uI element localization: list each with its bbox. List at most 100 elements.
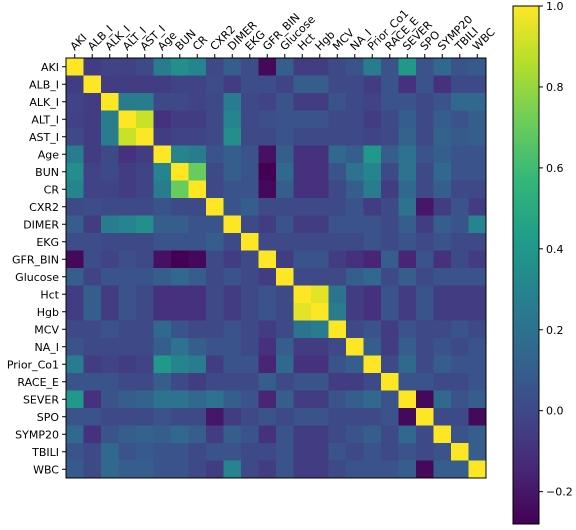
heatmap-cell-BUN-CR xyxy=(188,163,207,181)
heatmap-cell-CR-SYMP20 xyxy=(433,180,452,199)
heatmap-cell-MCV-AKI xyxy=(66,320,84,339)
heatmap-cell-TBILI-AKI xyxy=(66,443,84,461)
heatmap-cell-Hct-Age xyxy=(153,285,172,304)
heatmap-cell-NA_I-RACE_E xyxy=(381,338,399,356)
heatmap-cell-BUN-DIMER xyxy=(223,163,242,181)
heatmap-cell-AST_I-AKI xyxy=(66,128,84,146)
heatmap-cell-Glucose-AST_I xyxy=(136,268,154,286)
heatmap-cell-ALT_I-Glucose xyxy=(276,110,294,129)
heatmap-cell-CXR2-AKI xyxy=(66,198,84,216)
heatmap-cell-SYMP20-Hct xyxy=(293,425,312,444)
heatmap-cell-Glucose-Hgb xyxy=(311,268,329,286)
heatmap-cell-ALK_I-RACE_E xyxy=(381,93,399,111)
heatmap-cell-TBILI-CXR2 xyxy=(206,443,224,461)
heatmap-cell-MCV-BUN xyxy=(171,320,189,339)
heatmap-cell-AKI-RACE_E xyxy=(381,58,399,76)
heatmap-cell-Glucose-WBC xyxy=(468,268,487,286)
heatmap-cell-MCV-Hgb xyxy=(311,320,329,339)
heatmap-cell-EKG-RACE_E xyxy=(381,233,399,251)
heatmap-cell-SYMP20-AST_I xyxy=(136,425,154,444)
heatmap-cell-GFR_BIN-Prior_Co1 xyxy=(363,250,382,269)
heatmap-cell-AST_I-WBC xyxy=(468,128,487,146)
colorbar-tick-label: 0.6 xyxy=(546,162,564,175)
heatmap-cell-MCV-Prior_Co1 xyxy=(363,320,382,339)
heatmap-cell-Hct-SEVER xyxy=(398,285,417,304)
heatmap-cell-ALK_I-TBILI xyxy=(451,93,469,111)
heatmap-cell-Prior_Co1-CR xyxy=(188,355,207,374)
heatmap-cell-SYMP20-Prior_Co1 xyxy=(363,425,382,444)
heatmap-cell-Hct-SYMP20 xyxy=(433,285,452,304)
heatmap-cell-ALT_I-AST_I xyxy=(136,110,154,129)
heatmap-cell-WBC-CR xyxy=(188,460,207,479)
heatmap-cell-SPO-BUN xyxy=(171,408,189,426)
y-tick-label: TBILI xyxy=(31,446,59,459)
heatmap-cell-Glucose-Age xyxy=(153,268,172,286)
heatmap-cell-RACE_E-AST_I xyxy=(136,373,154,391)
heatmap-cell-Glucose-DIMER xyxy=(223,268,242,286)
heatmap-cell-EKG-WBC xyxy=(468,233,487,251)
heatmap-cell-Glucose-BUN xyxy=(171,268,189,286)
heatmap-cell-TBILI-DIMER xyxy=(223,443,242,461)
heatmap-cell-ALT_I-ALT_I xyxy=(118,110,137,129)
heatmap-cell-DIMER-TBILI xyxy=(451,215,469,234)
heatmap-cell-Glucose-SEVER xyxy=(398,268,417,286)
heatmap-cell-RACE_E-Age xyxy=(153,373,172,391)
heatmap-cell-AKI-GFR_BIN xyxy=(258,58,277,76)
heatmap-cell-ALT_I-SYMP20 xyxy=(433,110,452,129)
heatmap-cell-SPO-AST_I xyxy=(136,408,154,426)
heatmap-cell-SPO-GFR_BIN xyxy=(258,408,277,426)
heatmap-cell-ALT_I-SPO xyxy=(416,110,434,129)
heatmap-cell-ALB_I-Age xyxy=(153,75,172,94)
heatmap-cell-NA_I-SPO xyxy=(416,338,434,356)
heatmap-cell-Hct-GFR_BIN xyxy=(258,285,277,304)
heatmap-cell-Age-Hgb xyxy=(311,145,329,164)
heatmap-cell-BUN-NA_I xyxy=(346,163,364,181)
heatmap-cell-Hct-DIMER xyxy=(223,285,242,304)
heatmap-cell-MCV-CXR2 xyxy=(206,320,224,339)
heatmap-cell-AKI-Age xyxy=(153,58,172,76)
heatmap-cell-ALB_I-GFR_BIN xyxy=(258,75,277,94)
heatmap-cell-SPO-SEVER xyxy=(398,408,417,426)
heatmap-cell-TBILI-NA_I xyxy=(346,443,364,461)
heatmap-cell-CXR2-BUN xyxy=(171,198,189,216)
heatmap-cell-EKG-ALT_I xyxy=(118,233,137,251)
heatmap-cell-AKI-DIMER xyxy=(223,58,242,76)
heatmap-cell-AST_I-Glucose xyxy=(276,128,294,146)
heatmap-cell-Hct-AST_I xyxy=(136,285,154,304)
heatmap-cell-MCV-EKG xyxy=(241,320,259,339)
heatmap-cell-AST_I-ALK_I xyxy=(101,128,119,146)
heatmap-cell-TBILI-Hgb xyxy=(311,443,329,461)
heatmap-cell-CXR2-RACE_E xyxy=(381,198,399,216)
heatmap-cell-NA_I-GFR_BIN xyxy=(258,338,277,356)
heatmap-cell-SYMP20-AKI xyxy=(66,425,84,444)
heatmap-cell-BUN-Age xyxy=(153,163,172,181)
heatmap-cell-AST_I-SPO xyxy=(416,128,434,146)
heatmap-cell-GFR_BIN-ALT_I xyxy=(118,250,137,269)
heatmap-cell-TBILI-MCV xyxy=(328,443,347,461)
heatmap-cell-ALT_I-DIMER xyxy=(223,110,242,129)
heatmap-cell-SEVER-RACE_E xyxy=(381,390,399,409)
heatmap-cell-Age-EKG xyxy=(241,145,259,164)
y-tick-label: ALT_I xyxy=(31,113,59,126)
heatmap-cell-GFR_BIN-ALB_I xyxy=(83,250,102,269)
heatmap-cell-Prior_Co1-CXR2 xyxy=(206,355,224,374)
heatmap-cell-Prior_Co1-Hct xyxy=(293,355,312,374)
heatmap-cell-DIMER-Age xyxy=(153,215,172,234)
heatmap-cell-ALK_I-ALT_I xyxy=(118,93,137,111)
heatmap-cell-CXR2-Glucose xyxy=(276,198,294,216)
heatmap-cell-BUN-GFR_BIN xyxy=(258,163,277,181)
heatmap-cell-MCV-TBILI xyxy=(451,320,469,339)
heatmap-cell-SYMP20-EKG xyxy=(241,425,259,444)
heatmap-cell-AKI-SYMP20 xyxy=(433,58,452,76)
heatmap-cell-ALT_I-SEVER xyxy=(398,110,417,129)
heatmap-cell-MCV-Hct xyxy=(293,320,312,339)
heatmap-cell-AKI-EKG xyxy=(241,58,259,76)
heatmap-cell-SYMP20-SYMP20 xyxy=(433,425,452,444)
heatmap-cell-BUN-Glucose xyxy=(276,163,294,181)
heatmap-cell-AST_I-Hgb xyxy=(311,128,329,146)
heatmap-cell-MCV-SPO xyxy=(416,320,434,339)
heatmap-cell-Age-ALT_I xyxy=(118,145,137,164)
heatmap-cell-ALB_I-SEVER xyxy=(398,75,417,94)
heatmap-cell-GFR_BIN-BUN xyxy=(171,250,189,269)
heatmap-cell-NA_I-MCV xyxy=(328,338,347,356)
